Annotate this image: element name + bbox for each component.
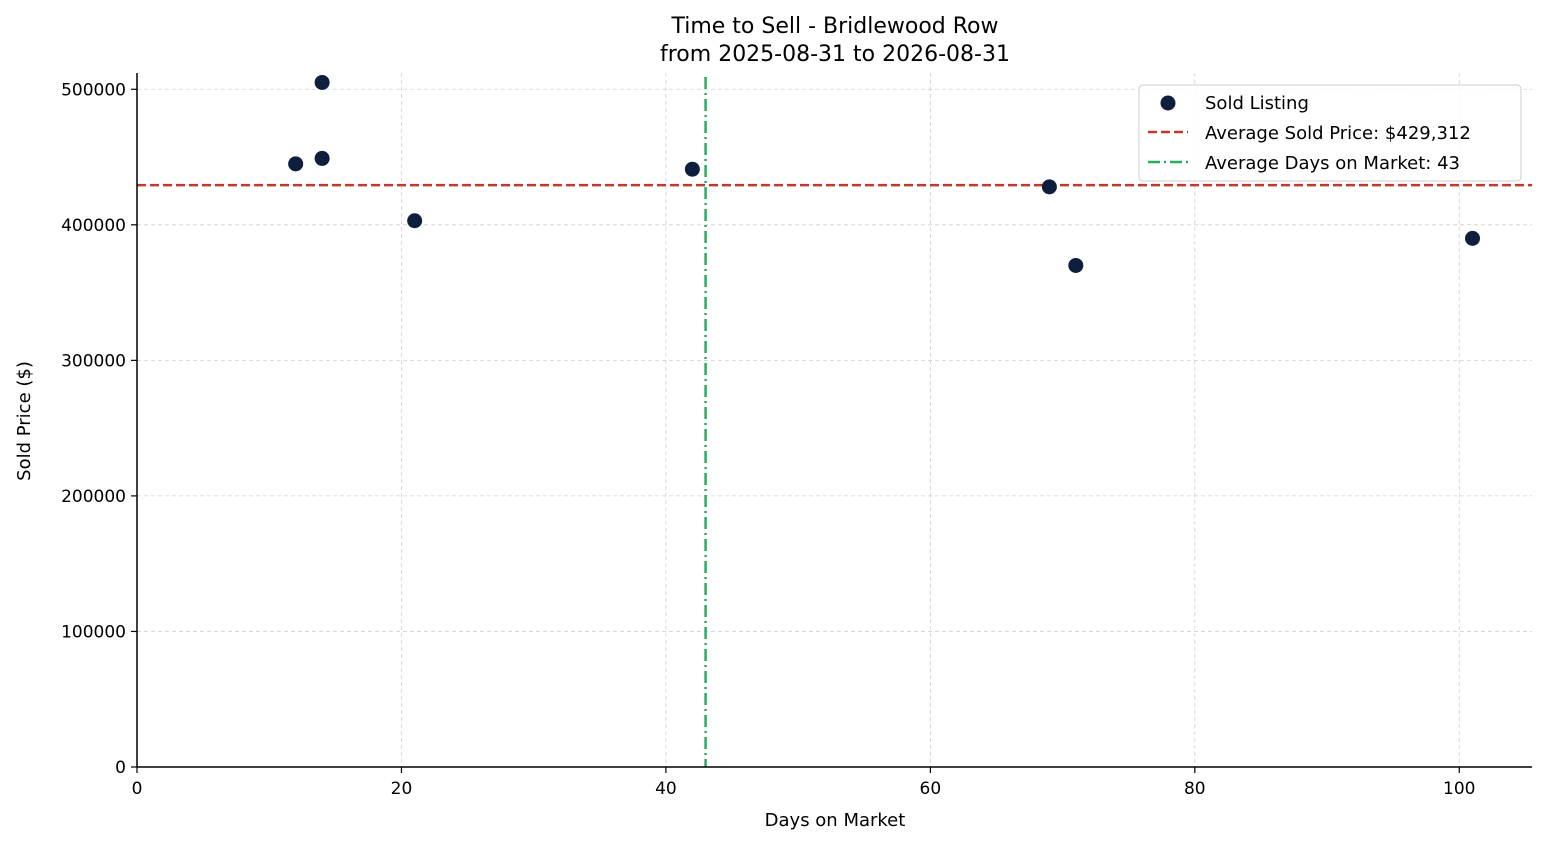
data-point xyxy=(1041,179,1057,195)
legend-label-average-price: Average Sold Price: $429,312 xyxy=(1205,123,1471,144)
x-tick-label: 0 xyxy=(132,779,143,799)
legend-label-sold-listing: Sold Listing xyxy=(1205,93,1309,114)
data-point xyxy=(314,150,330,166)
y-tick-label: 100000 xyxy=(61,622,126,642)
data-point xyxy=(288,156,304,172)
y-tick-label: 200000 xyxy=(61,487,126,507)
data-point xyxy=(1068,257,1084,273)
y-tick-label: 400000 xyxy=(61,216,126,236)
x-tick-label: 60 xyxy=(920,779,942,799)
x-ticks: 0 20 40 60 80 100 xyxy=(132,767,1476,799)
legend-label-average-days: Average Days on Market: 43 xyxy=(1205,153,1460,174)
data-point xyxy=(314,74,330,90)
x-tick-label: 40 xyxy=(655,779,677,799)
data-point xyxy=(684,161,700,177)
y-axis-label: Sold Price ($) xyxy=(14,361,35,481)
data-points xyxy=(288,74,1480,273)
y-tick-label: 500000 xyxy=(61,80,126,100)
chart-title-line1: Time to Sell - Bridlewood Row xyxy=(670,14,998,39)
data-point xyxy=(1464,230,1480,246)
data-point xyxy=(407,213,423,229)
chart-title-line2: from 2025-08-31 to 2026-08-31 xyxy=(660,42,1010,67)
x-axis-label: Days on Market xyxy=(765,810,906,831)
x-tick-label: 20 xyxy=(391,779,413,799)
reference-lines xyxy=(137,77,1532,767)
legend-marker-sold-listing xyxy=(1160,95,1176,111)
x-tick-label: 100 xyxy=(1443,779,1475,799)
x-tick-label: 80 xyxy=(1184,779,1206,799)
y-tick-label: 300000 xyxy=(61,351,126,371)
legend-box xyxy=(1138,84,1522,182)
y-tick-label: 0 xyxy=(115,758,126,778)
axes xyxy=(136,73,1532,768)
y-ticks: 0 100000 200000 300000 400000 500000 xyxy=(61,80,137,778)
legend: Sold Listing Average Sold Price: $429,31… xyxy=(1138,84,1522,182)
